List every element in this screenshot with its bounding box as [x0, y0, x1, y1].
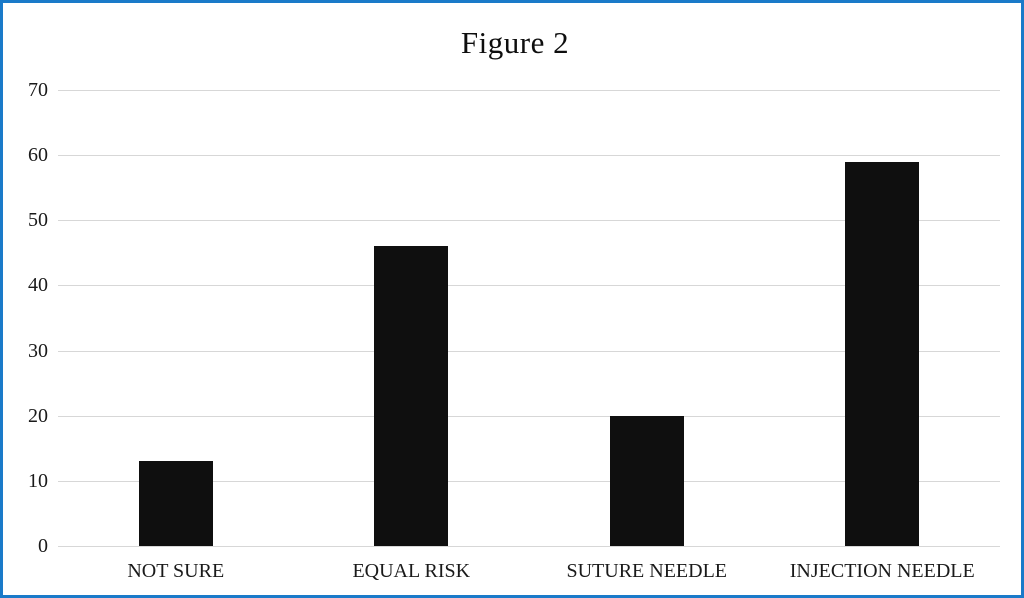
gridline: [58, 285, 1000, 287]
y-tick-label: 30: [28, 339, 48, 362]
x-category-label: INJECTION NEEDLE: [789, 560, 975, 582]
y-tick-label: 0: [38, 535, 48, 557]
gridline: [58, 90, 1000, 91]
bar-suture-needle: [609, 415, 684, 546]
gridline: [58, 350, 1000, 352]
bar-not-sure: [138, 461, 213, 546]
x-category-label: NOT SURE: [127, 560, 225, 582]
x-category-label: EQUAL RISK: [352, 560, 471, 582]
y-tick-label: 40: [28, 274, 48, 297]
gridline: [58, 155, 1000, 157]
gridline: [58, 220, 1000, 222]
y-tick-label: 70: [28, 79, 48, 101]
x-category-label: SUTURE NEEDLE: [566, 560, 728, 582]
y-tick-label: 60: [28, 144, 48, 167]
gridline: [58, 415, 1000, 417]
gridline: [58, 546, 1000, 547]
y-tick-label: 50: [28, 209, 48, 232]
bar-injection-needle: [845, 161, 920, 546]
chart-title: Figure 2: [460, 25, 570, 60]
gridline: [58, 480, 1000, 482]
bar-equal-risk: [374, 246, 449, 546]
y-tick-label: 10: [28, 469, 48, 492]
y-tick-label: 20: [28, 404, 48, 427]
